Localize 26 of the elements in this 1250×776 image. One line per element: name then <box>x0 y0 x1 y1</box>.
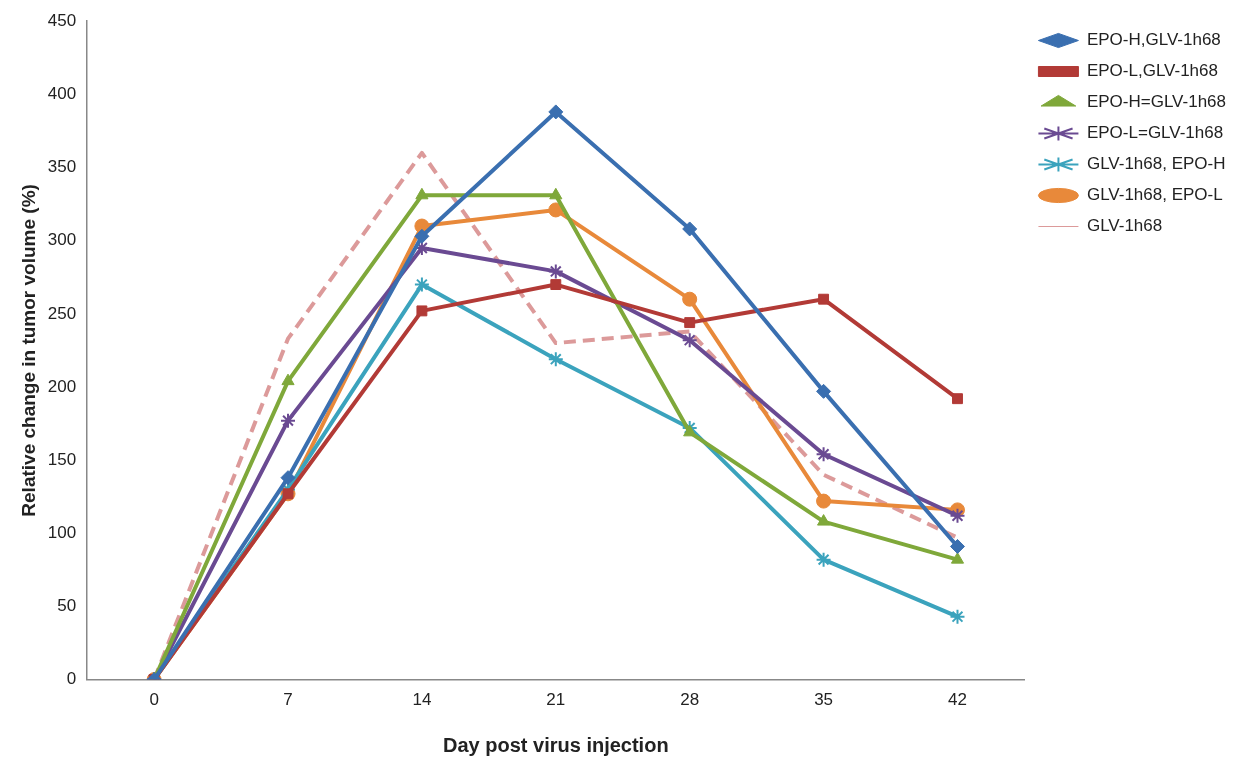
y-tick-label: 300 <box>47 230 77 250</box>
y-tick-label: 100 <box>47 522 77 542</box>
x-tick-label: 14 <box>412 690 432 710</box>
x-tick-label: 7 <box>283 690 293 710</box>
y-tick-label: 450 <box>47 10 77 30</box>
y-tick-label: 50 <box>57 596 77 616</box>
legend-label: EPO-H=GLV-1h68 <box>1086 92 1227 112</box>
x-tick-label: 21 <box>546 690 566 710</box>
x-tick-label: 42 <box>948 690 967 710</box>
legend-label: GLV-1h68, EPO-H <box>1086 154 1226 174</box>
y-tick-label: 350 <box>47 157 77 177</box>
y-tick-label: 250 <box>47 303 77 323</box>
x-tick-label: 28 <box>680 690 700 710</box>
legend-label: EPO-H,GLV-1h68 <box>1086 30 1221 50</box>
y-tick-label: 400 <box>47 84 77 104</box>
x-tick-label: 0 <box>149 690 159 710</box>
legend-label: EPO-L,GLV-1h68 <box>1086 61 1218 81</box>
y-tick-label: 200 <box>47 376 77 396</box>
x-tick-label: 35 <box>814 690 834 710</box>
legend-label: GLV-1h68 <box>1086 216 1163 236</box>
y-tick-label: 150 <box>47 449 77 469</box>
legend-label: EPO-L=GLV-1h68 <box>1086 123 1224 143</box>
x-axis-title: Day post virus injection <box>443 733 669 756</box>
y-tick-label: 0 <box>66 669 77 689</box>
legend-label: GLV-1h68, EPO-L <box>1086 185 1223 205</box>
y-axis-title: Relative change in tumor volume (%) <box>17 184 39 517</box>
